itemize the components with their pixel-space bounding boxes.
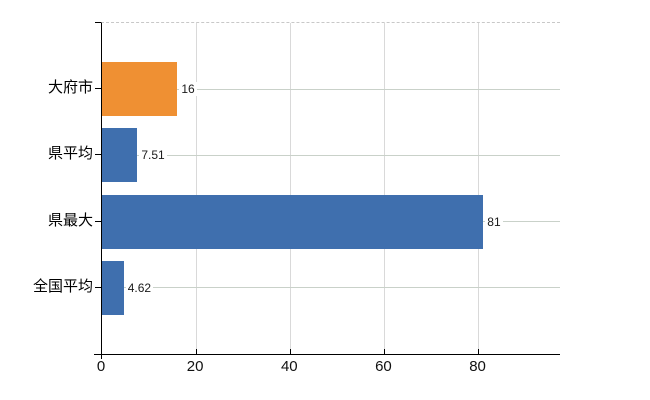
row-gridline-3 — [102, 287, 560, 289]
y-axis-label-3: 全国平均 — [32, 277, 93, 295]
bar-3 — [102, 260, 124, 315]
vertical-gridline-40 — [289, 23, 291, 354]
x-tick-label-40: 40 — [280, 358, 298, 375]
bar-0 — [102, 62, 178, 117]
vertical-gridline-60 — [383, 23, 385, 354]
x-axis-tick-80 — [478, 349, 480, 354]
y-axis-tick-0 — [95, 88, 101, 90]
x-tick-label-0: 0 — [96, 358, 106, 375]
x-axis-tick-40 — [289, 349, 291, 354]
x-axis-tick-20 — [195, 349, 197, 354]
bar-value-label-2: 81 — [485, 214, 503, 229]
y-axis-tick-1 — [95, 154, 101, 156]
plot-area: 16 7.51 81 4.62 — [101, 22, 560, 355]
bar-2 — [102, 194, 484, 249]
vertical-gridline-20 — [195, 23, 197, 354]
vertical-gridline-80 — [478, 23, 480, 354]
row-gridline-1 — [102, 154, 560, 156]
y-axis-bottom-extension — [101, 354, 102, 359]
x-tick-label-20: 20 — [186, 358, 204, 375]
row-gridline-0 — [102, 88, 560, 90]
bar-value-label-0: 16 — [179, 82, 197, 97]
x-axis-left-extension — [94, 354, 101, 355]
bar-1 — [102, 128, 138, 183]
x-tick-label-60: 60 — [375, 358, 392, 375]
x-tick-label-80: 80 — [469, 358, 486, 375]
y-axis-label-0: 大府市 — [47, 79, 93, 97]
bar-value-label-3: 4.62 — [125, 280, 154, 295]
bar-value-label-1: 7.51 — [139, 148, 167, 163]
y-axis-label-1: 県平均 — [47, 145, 93, 163]
y-axis-tick-3 — [95, 286, 101, 288]
y-axis-tick-2 — [95, 220, 101, 222]
x-axis-tick-60 — [383, 349, 385, 354]
y-axis-label-2: 県最大 — [47, 211, 93, 229]
y-axis-end-tick-top — [95, 22, 101, 23]
